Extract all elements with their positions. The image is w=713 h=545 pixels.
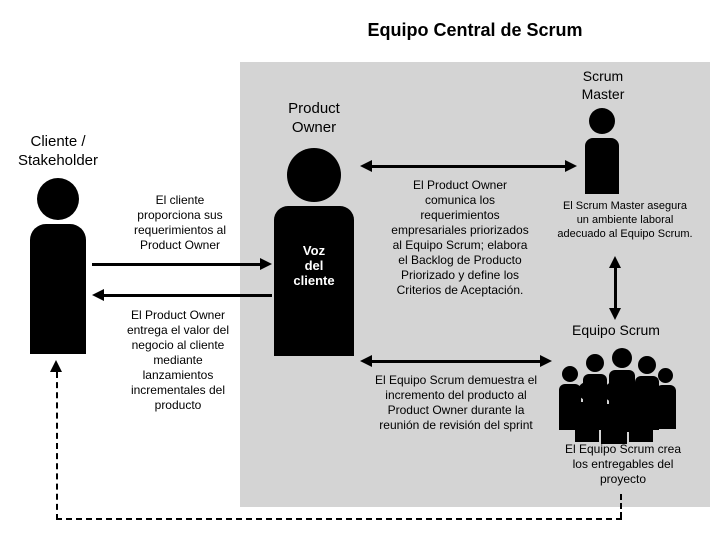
scrum-master-label: Scrum Master (560, 68, 646, 103)
product-owner-label: Product Owner (262, 100, 366, 138)
voz-del-cliente-label: Voz del cliente (274, 244, 354, 289)
equipo-scrum-label: Equipo Scrum (556, 322, 676, 340)
scrum-master-icon (585, 108, 619, 194)
arrow-po-sm-head-r (565, 160, 577, 172)
desc-po-to-client: El Product Owner entrega el valor del ne… (103, 308, 253, 413)
region-title: Equipo Central de Scrum (330, 20, 620, 41)
product-owner-icon: Voz del cliente (274, 148, 354, 356)
arrow-po-sm (372, 165, 567, 168)
arrow-sm-team-head-u (609, 256, 621, 268)
arrow-po-to-client (104, 294, 272, 297)
dashed-bottom (56, 518, 622, 520)
arrow-po-team-head-l (360, 355, 372, 367)
arrow-client-to-po-head (260, 258, 272, 270)
desc-sm: El Scrum Master asegura un ambiente labo… (540, 200, 710, 241)
dashed-team-down (620, 494, 622, 518)
desc-po-to-team: El Product Owner comunica los requerimie… (370, 178, 550, 298)
client-icon (30, 178, 86, 354)
arrow-po-team-head-r (540, 355, 552, 367)
arrow-client-to-po (92, 263, 262, 266)
dashed-client-up (56, 372, 58, 520)
desc-team-to-po: El Equipo Scrum demuestra el incremento … (356, 373, 556, 433)
arrow-sm-team (614, 268, 617, 310)
client-label: Cliente / Stakeholder (0, 133, 116, 171)
desc-team: El Equipo Scrum crea los entregables del… (548, 442, 698, 487)
dashed-arrow-head (50, 360, 62, 372)
arrow-po-to-client-head (92, 289, 104, 301)
arrow-sm-team-head-d (609, 308, 621, 320)
desc-client-to-po: El cliente proporciona sus requerimiento… (110, 193, 250, 253)
arrow-po-sm-head-l (360, 160, 372, 172)
arrow-po-team (372, 360, 542, 363)
equipo-scrum-icon (556, 348, 676, 438)
